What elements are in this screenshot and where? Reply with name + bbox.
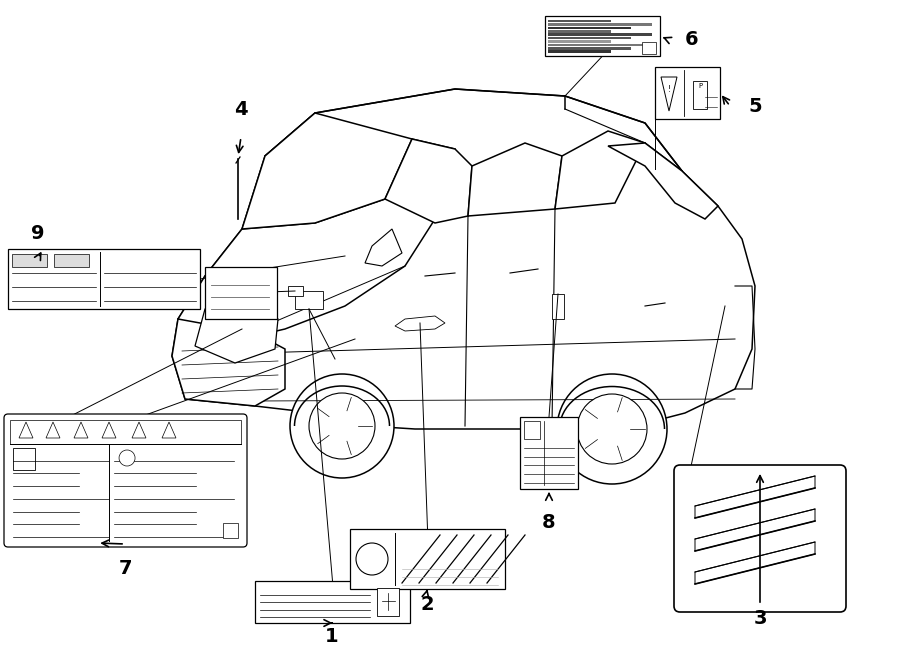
Polygon shape <box>661 77 677 111</box>
Polygon shape <box>172 89 755 429</box>
Polygon shape <box>46 422 60 438</box>
Polygon shape <box>132 422 146 438</box>
Bar <box>223 523 238 538</box>
Text: 9: 9 <box>32 223 45 243</box>
Circle shape <box>557 374 667 484</box>
Polygon shape <box>608 143 718 219</box>
Circle shape <box>309 393 375 459</box>
Circle shape <box>290 374 394 478</box>
Polygon shape <box>172 319 285 406</box>
Polygon shape <box>19 422 33 438</box>
Circle shape <box>119 450 135 466</box>
Polygon shape <box>395 316 445 331</box>
Bar <box>548 26 632 29</box>
Polygon shape <box>162 422 176 438</box>
Bar <box>10 420 241 444</box>
Bar <box>548 44 652 46</box>
Bar <box>548 37 632 40</box>
Bar <box>655 67 720 119</box>
Bar <box>693 81 707 109</box>
Polygon shape <box>178 139 455 343</box>
Text: 5: 5 <box>748 97 761 116</box>
Text: 7: 7 <box>118 559 131 578</box>
Polygon shape <box>102 422 116 438</box>
Polygon shape <box>365 229 402 266</box>
Bar <box>255 581 410 623</box>
Bar <box>350 529 505 589</box>
Circle shape <box>356 543 388 575</box>
Bar <box>552 294 564 319</box>
Polygon shape <box>195 303 278 363</box>
Polygon shape <box>555 131 645 209</box>
Bar <box>520 417 578 489</box>
Bar <box>13 448 35 470</box>
Bar <box>548 23 652 26</box>
FancyBboxPatch shape <box>674 465 846 612</box>
Polygon shape <box>695 542 815 584</box>
Bar <box>288 286 303 296</box>
Bar <box>524 421 540 439</box>
Bar <box>548 34 652 36</box>
Bar <box>548 47 632 50</box>
Bar <box>545 16 660 56</box>
Bar <box>548 50 611 53</box>
Polygon shape <box>74 422 88 438</box>
Bar <box>12 254 47 267</box>
Polygon shape <box>468 143 562 216</box>
Circle shape <box>577 394 647 464</box>
Polygon shape <box>385 139 472 223</box>
Text: 3: 3 <box>753 609 767 627</box>
Text: 1: 1 <box>325 627 338 646</box>
Text: P: P <box>698 83 702 89</box>
Polygon shape <box>242 113 412 229</box>
Text: 6: 6 <box>685 30 698 48</box>
Text: 4: 4 <box>234 100 248 118</box>
FancyBboxPatch shape <box>4 414 247 547</box>
Text: 8: 8 <box>542 514 556 533</box>
Polygon shape <box>695 509 815 551</box>
Bar <box>642 42 656 54</box>
Text: 2: 2 <box>420 594 434 613</box>
Bar <box>8 249 200 309</box>
Bar <box>205 267 277 319</box>
Bar <box>548 20 611 22</box>
Bar <box>54 254 89 267</box>
Bar <box>548 40 611 43</box>
Polygon shape <box>695 476 815 518</box>
Bar <box>295 291 323 309</box>
Bar <box>548 30 611 32</box>
Bar <box>377 588 399 616</box>
Text: !: ! <box>668 85 670 93</box>
